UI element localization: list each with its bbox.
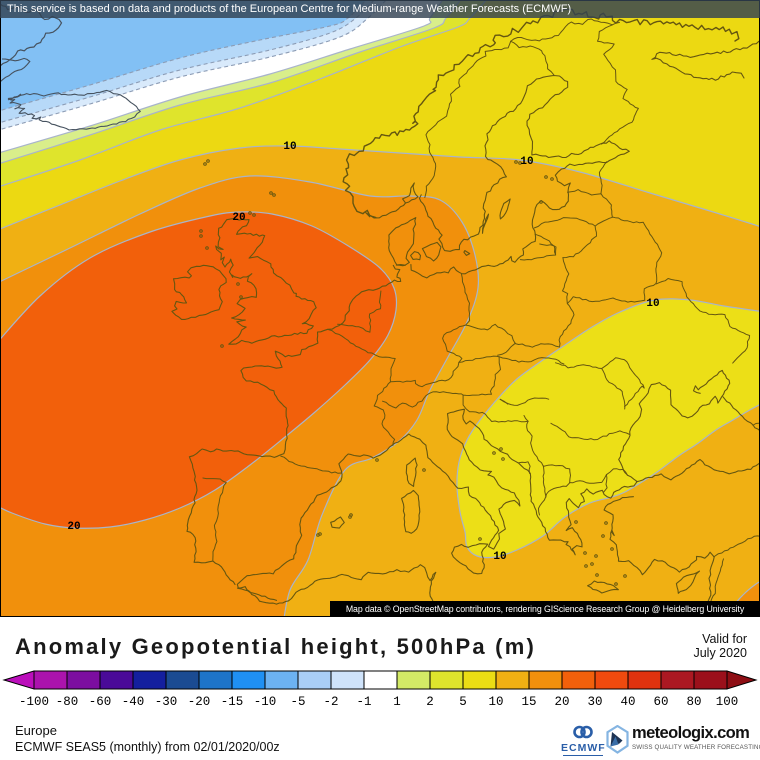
svg-text:-10: -10 <box>254 695 277 709</box>
svg-text:10: 10 <box>493 551 506 563</box>
svg-text:2: 2 <box>426 695 434 709</box>
svg-text:80: 80 <box>686 695 701 709</box>
svg-text:10: 10 <box>488 695 503 709</box>
svg-text:15: 15 <box>521 695 536 709</box>
svg-text:-5: -5 <box>290 695 305 709</box>
svg-text:40: 40 <box>620 695 635 709</box>
svg-text:-60: -60 <box>89 695 112 709</box>
svg-text:5: 5 <box>459 695 467 709</box>
svg-text:30: 30 <box>587 695 602 709</box>
svg-text:-2: -2 <box>323 695 338 709</box>
svg-text:-1: -1 <box>356 695 371 709</box>
svg-text:10: 10 <box>646 298 659 310</box>
svg-text:1: 1 <box>393 695 401 709</box>
svg-text:10: 10 <box>520 156 533 168</box>
svg-text:-100: -100 <box>19 695 49 709</box>
svg-text:-40: -40 <box>122 695 145 709</box>
svg-text:-30: -30 <box>155 695 178 709</box>
svg-text:100: 100 <box>716 695 739 709</box>
svg-text:-15: -15 <box>221 695 244 709</box>
svg-text:-80: -80 <box>56 695 79 709</box>
svg-text:20: 20 <box>554 695 569 709</box>
svg-text:60: 60 <box>653 695 668 709</box>
svg-text:20: 20 <box>67 521 80 533</box>
svg-text:-20: -20 <box>188 695 211 709</box>
svg-text:20: 20 <box>232 212 245 224</box>
svg-text:10: 10 <box>283 141 296 153</box>
